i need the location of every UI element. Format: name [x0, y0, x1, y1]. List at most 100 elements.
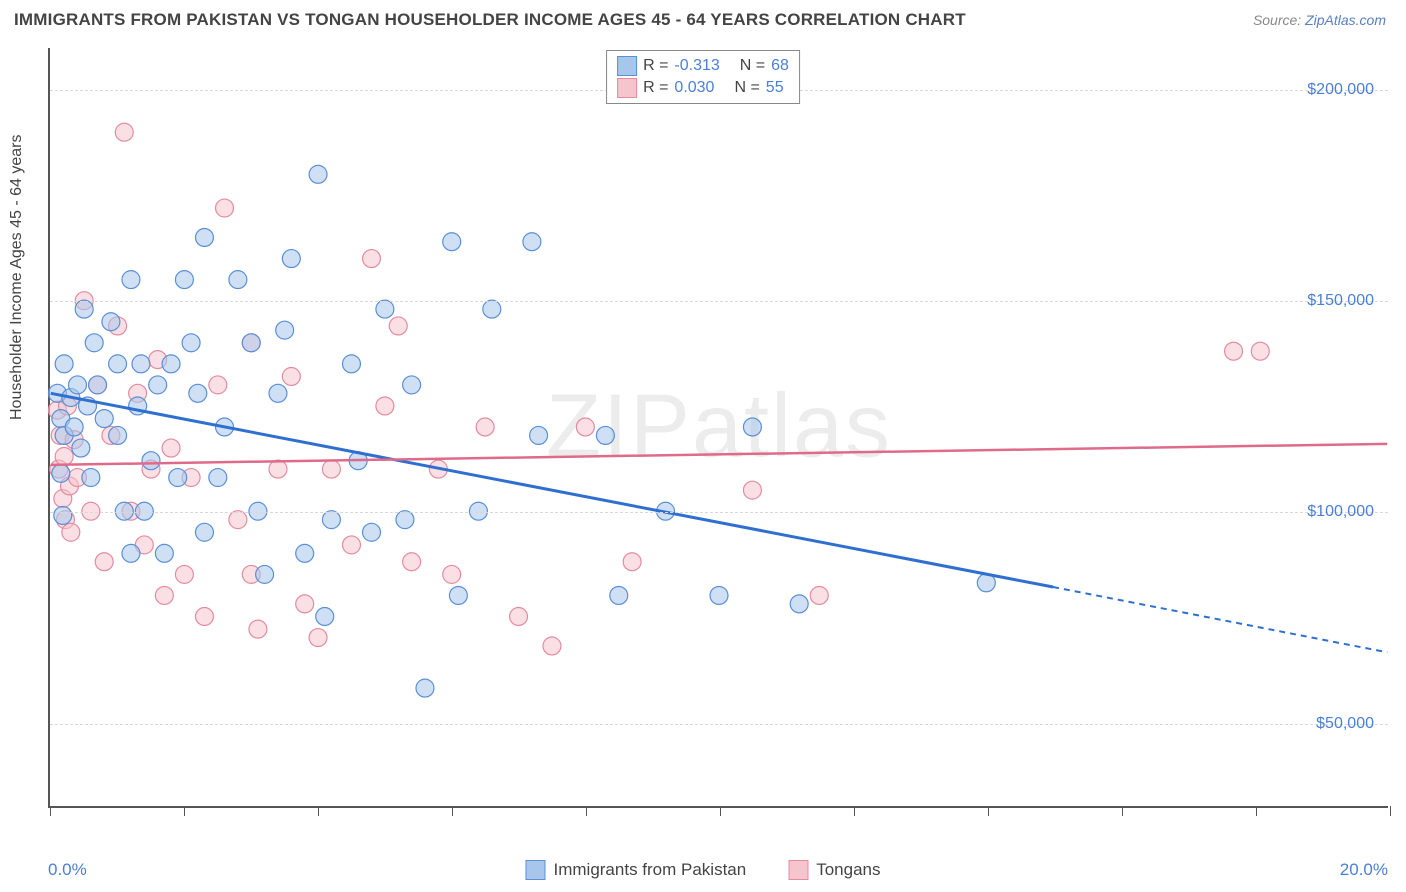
grid-line	[50, 724, 1388, 725]
point-series2	[309, 629, 327, 647]
point-series2	[363, 250, 381, 268]
point-series2	[282, 367, 300, 385]
point-series1	[790, 595, 808, 613]
y-axis-label: Householder Income Ages 45 - 64 years	[8, 135, 26, 421]
x-tick	[988, 806, 989, 816]
point-series2	[342, 536, 360, 554]
point-series1	[102, 313, 120, 331]
point-series2	[810, 586, 828, 604]
point-series1	[403, 376, 421, 394]
x-tick	[854, 806, 855, 816]
point-series1	[72, 439, 90, 457]
point-series1	[249, 502, 267, 520]
x-tick	[318, 806, 319, 816]
point-series1	[242, 334, 260, 352]
point-series1	[82, 469, 100, 487]
point-series2	[82, 502, 100, 520]
point-series1	[109, 426, 127, 444]
legend-swatch	[788, 860, 808, 880]
point-series1	[115, 502, 133, 520]
point-series2	[195, 608, 213, 626]
source-attribution: Source: ZipAtlas.com	[1253, 12, 1386, 28]
point-series2	[216, 199, 234, 217]
legend-series-label: Immigrants from Pakistan	[553, 860, 746, 880]
chart-svg	[50, 48, 1388, 806]
y-tick-label: $100,000	[1307, 503, 1374, 521]
source-link[interactable]: ZipAtlas.com	[1305, 12, 1386, 28]
grid-line	[50, 301, 1388, 302]
point-series2	[1225, 342, 1243, 360]
legend-swatch	[617, 56, 637, 76]
point-series1	[229, 271, 247, 289]
x-tick	[1390, 806, 1391, 816]
plot-area: ZIPatlas $50,000$100,000$150,000$200,000	[48, 48, 1388, 808]
point-series1	[135, 502, 153, 520]
point-series1	[449, 586, 467, 604]
point-series1	[142, 452, 160, 470]
point-series1	[155, 544, 173, 562]
point-series1	[710, 586, 728, 604]
x-tick	[720, 806, 721, 816]
point-series2	[389, 317, 407, 335]
point-series2	[209, 376, 227, 394]
point-series2	[322, 460, 340, 478]
point-series2	[55, 448, 73, 466]
legend-top: R = -0.313N = 68R = 0.030N = 55	[606, 50, 800, 104]
point-series1	[443, 233, 461, 251]
point-series2	[62, 523, 80, 541]
point-series2	[576, 418, 594, 436]
point-series1	[182, 334, 200, 352]
legend-r-value: -0.313	[674, 55, 719, 77]
trend-line-series2	[51, 444, 1387, 465]
x-tick	[1122, 806, 1123, 816]
point-series1	[530, 426, 548, 444]
legend-r-label: R =	[643, 55, 668, 77]
point-series2	[175, 565, 193, 583]
legend-swatch	[617, 78, 637, 98]
trend-line-series1	[51, 393, 1053, 587]
point-series1	[55, 355, 73, 373]
point-series1	[95, 410, 113, 428]
point-series2	[403, 553, 421, 571]
point-series1	[596, 426, 614, 444]
legend-bottom: Immigrants from PakistanTongans	[525, 860, 880, 880]
point-series1	[483, 300, 501, 318]
legend-swatch	[525, 860, 545, 880]
point-series2	[743, 481, 761, 499]
point-series1	[109, 355, 127, 373]
point-series1	[743, 418, 761, 436]
point-series1	[162, 355, 180, 373]
legend-top-row: R = 0.030N = 55	[617, 77, 789, 99]
point-series1	[309, 165, 327, 183]
trend-line-series1-extrap	[1053, 587, 1387, 652]
point-series2	[95, 553, 113, 571]
point-series2	[155, 586, 173, 604]
point-series1	[65, 418, 83, 436]
point-series1	[269, 384, 287, 402]
point-series2	[376, 397, 394, 415]
x-tick	[1256, 806, 1257, 816]
point-series1	[69, 376, 87, 394]
point-series2	[162, 439, 180, 457]
legend-top-row: R = -0.313N = 68	[617, 55, 789, 77]
chart-title: IMMIGRANTS FROM PAKISTAN VS TONGAN HOUSE…	[14, 10, 966, 30]
point-series1	[209, 469, 227, 487]
x-tick	[452, 806, 453, 816]
point-series1	[169, 469, 187, 487]
point-series1	[122, 271, 140, 289]
legend-r-label: R =	[643, 77, 668, 99]
point-series1	[132, 355, 150, 373]
point-series1	[89, 376, 107, 394]
point-series1	[52, 464, 70, 482]
point-series2	[476, 418, 494, 436]
point-series1	[195, 229, 213, 247]
y-tick-label: $200,000	[1307, 81, 1374, 99]
point-series1	[54, 506, 72, 524]
point-series1	[363, 523, 381, 541]
x-tick	[50, 806, 51, 816]
point-series1	[189, 384, 207, 402]
point-series2	[296, 595, 314, 613]
point-series2	[1251, 342, 1269, 360]
legend-bottom-item: Immigrants from Pakistan	[525, 860, 746, 880]
point-series1	[342, 355, 360, 373]
